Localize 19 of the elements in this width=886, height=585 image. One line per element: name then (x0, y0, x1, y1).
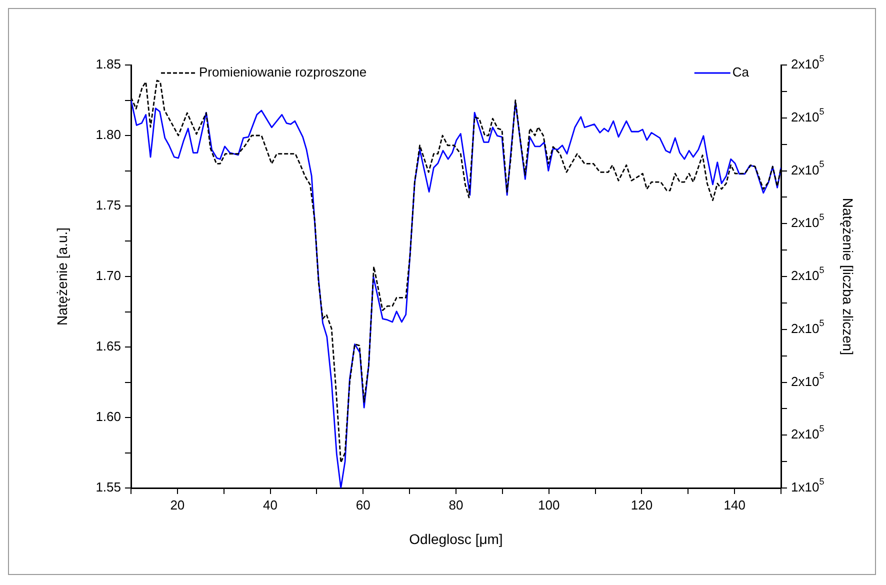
x-tick-label: 80 (448, 497, 464, 512)
y-axis-title: Natężenie [a.u.] (54, 227, 70, 326)
y-tick-label: 1.60 (96, 409, 121, 424)
y-tick-label: 1.75 (96, 198, 121, 213)
x-tick-label: 120 (630, 497, 653, 512)
x-tick-label: 100 (538, 497, 560, 512)
y2-axis-title: Natężenie [liczba zliczen] (840, 198, 856, 356)
legend-label: Ca (732, 64, 750, 80)
y-tick-label: 1.80 (96, 127, 121, 142)
y-tick-label: 1.65 (96, 338, 121, 354)
y-tick-label: 1.55 (96, 480, 121, 495)
x-tick-label: 60 (356, 497, 370, 512)
x-tick-label: 40 (263, 497, 278, 512)
y-tick-label: 1.85 (96, 56, 121, 72)
x-tick-label: 20 (170, 497, 185, 512)
x-axis-title: Odleglosc [μm] (409, 530, 503, 547)
legend-label: Promieniowanie rozproszone (199, 64, 367, 80)
y-tick-label: 1.70 (96, 268, 121, 284)
x-tick-label: 140 (724, 497, 746, 512)
